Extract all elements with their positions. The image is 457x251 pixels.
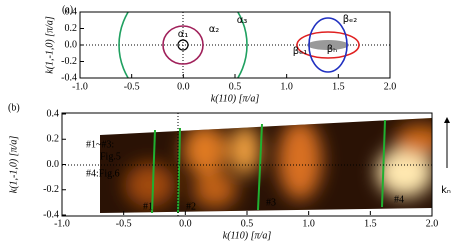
x-tick-label: 0.0 [179,218,192,229]
y-tick-label: 0.0 [65,39,78,50]
annotation: Fig.5 [100,151,121,162]
x-tick-label: 1.5 [332,81,345,92]
x-tick-label: -1.0 [54,218,70,229]
x-tick-label: 0.0 [177,81,190,92]
annotation: βₑ₂ [343,14,358,25]
annotation: βₕ [327,44,337,55]
annotation: α₁ [178,29,189,40]
y-tick-label: -0.2 [61,56,77,67]
x-tick-label: 0.5 [241,218,254,229]
x-tick-label: 2.0 [384,81,397,92]
y-tick-label: 0.4 [65,6,78,17]
x-tick-label: 0.5 [229,81,242,92]
cut-lines [151,119,386,214]
fermi-surface [80,12,390,78]
beta-h [307,40,349,50]
annotation: #4 [394,194,404,205]
x-axis-label: k(110) [π/a] [211,93,260,104]
x-tick-label: 1.0 [280,81,293,92]
annotation: #1 [143,201,153,212]
annotation: α₂ [209,24,220,35]
alpha2 [162,25,204,65]
annotation: (b) [8,102,20,113]
x-tick-label: 2.0 [426,218,439,229]
x-tick-label: -1.0 [72,81,88,92]
y-tick-label: 0.2 [65,23,78,34]
x-tick-label: -0.5 [124,81,140,92]
y-tick-label: -0.4 [43,209,59,220]
annotation: kₙ [441,185,451,196]
y-tick-label: -0.4 [61,72,77,83]
annotation: #3 [266,197,276,208]
x-tick-label: -0.5 [116,218,132,229]
beta-e2 [308,17,348,73]
y-tick-label: 0.0 [47,159,60,170]
y-tick-label: 0.4 [47,108,60,119]
annotation: α₃ [237,15,248,26]
y-axis-label: k(1,-1,0) [π/a] [8,136,19,194]
alpha1 [177,39,189,51]
alpha3 [118,12,248,78]
annotation: #1~#3: [86,139,114,150]
annotation: (a) [62,4,73,15]
annotation: #2 [186,201,196,212]
y-tick-label: 0.2 [47,134,60,145]
x-tick-label: 1.0 [302,218,315,229]
annotation: βₑ₁ [293,46,308,57]
y-axis-label: k(1,-1,0) [π/a] [44,16,55,74]
y-tick-label: -0.2 [43,184,59,195]
x-tick-label: 1.5 [364,218,377,229]
beta-e1 [296,31,360,59]
intensity-map [100,118,432,213]
x-axis-label: k(110) [π/a] [223,230,272,241]
annotation: #4:Fig.6 [86,168,120,179]
